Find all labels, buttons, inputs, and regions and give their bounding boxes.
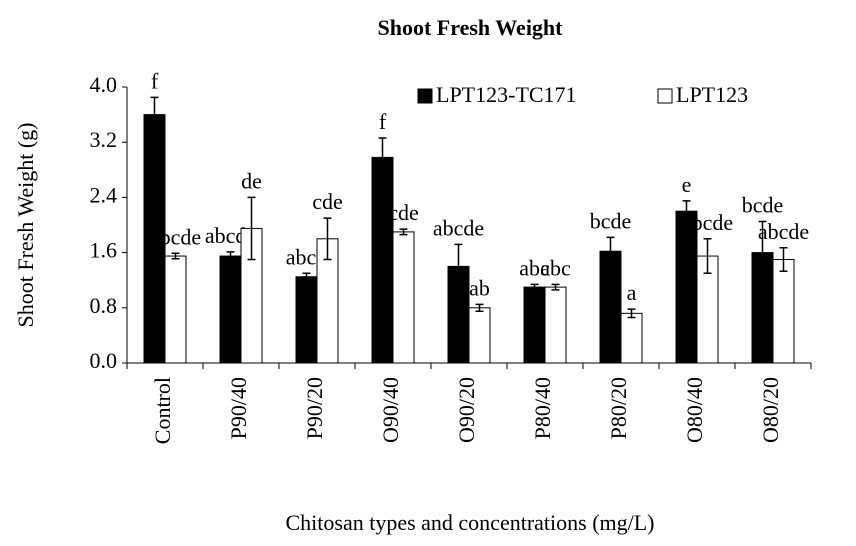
y-axis-label: Shoot Fresh Weight (g) [13,123,38,328]
bar [772,259,795,364]
error-bar [399,228,408,236]
x-axis-label: Chitosan types and concentrations (mg/L) [285,510,654,535]
significance-letter: abcde [682,210,733,235]
significance-letter: abcde [758,219,809,244]
x-tick-label: O80/40 [682,377,707,443]
y-tick-label: 4.0 [90,72,118,97]
error-bar [475,303,484,312]
legend-label: LPT123 [676,82,748,107]
x-tick-label: O80/20 [758,377,783,443]
significance-letter: bcde [590,208,632,233]
error-bar [758,220,767,285]
chart-title: Shoot Fresh Weight [378,15,564,40]
bar [219,255,242,364]
significance-letter: bcde [742,193,784,218]
error-bar [682,200,691,223]
x-tick-label: P90/20 [302,377,327,439]
bar [599,250,622,364]
significance-letter: cde [388,200,419,225]
x-tick-label: P80/40 [530,377,555,439]
significance-letter: a [627,280,637,305]
error-bar [454,243,463,290]
bar [392,231,415,364]
significance-letter: de [241,168,262,193]
error-bar [779,247,788,272]
legend-label: LPT123-TC171 [436,82,577,107]
significance-letter: abc [540,255,571,280]
error-bar [302,272,311,281]
error-bar [226,251,235,261]
legend-swatch [417,88,433,104]
error-bar [703,238,712,275]
error-bar [323,217,332,261]
y-tick-label: 0.0 [90,348,118,373]
error-bar [551,283,560,291]
bar [620,312,643,364]
bar [164,255,187,364]
significance-letter: f [151,68,159,93]
significance-letter: cde [312,189,343,214]
y-tick-label: 0.8 [90,293,118,318]
x-tick-label: Control [150,377,175,444]
bar [544,286,567,364]
bar [295,276,318,364]
error-bar [530,283,539,291]
significance-letter: e [682,172,692,197]
error-bar [171,252,180,260]
error-bar [627,308,636,319]
y-tick-label: 2.4 [90,182,118,207]
y-tick-label: 1.6 [90,238,118,263]
error-bar [150,96,159,133]
error-bar [247,196,256,261]
significance-letter: abc [519,255,550,280]
x-tick-label: O90/40 [378,377,403,443]
bar [468,307,491,364]
legend-swatch [657,88,673,104]
significance-letter: abcde [433,215,484,240]
error-bar [606,236,615,266]
x-tick-label: P80/20 [606,377,631,439]
significance-letter: ab [469,275,490,300]
bar [523,286,546,364]
significance-letter: abcde [150,224,201,249]
bar [371,156,394,364]
x-tick-label: P90/40 [226,377,251,439]
error-bar [378,137,387,178]
significance-letter: f [379,109,387,134]
y-tick-label: 3.2 [90,127,118,152]
x-tick-label: O90/20 [454,377,479,443]
